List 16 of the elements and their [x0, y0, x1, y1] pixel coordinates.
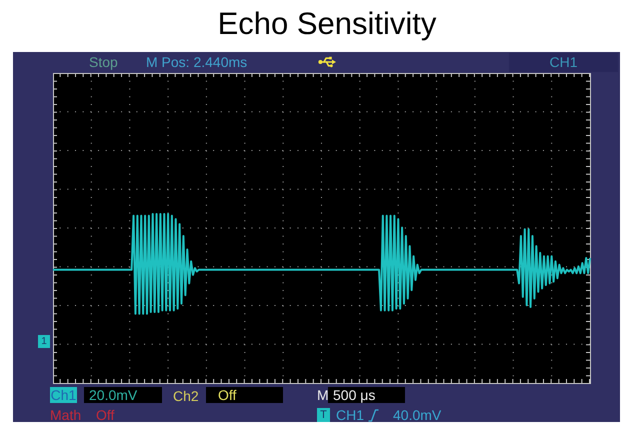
text: 500 μs: [328, 387, 405, 403]
text: Off: [206, 387, 283, 403]
text: CH1: [336, 407, 364, 423]
text: Stop: [89, 54, 118, 70]
text: CH1: [509, 53, 618, 72]
text: Off: [96, 407, 114, 423]
text: 1: [38, 335, 50, 348]
text: M Pos: 2.440ms: [146, 54, 248, 70]
text: Ch2: [173, 388, 199, 404]
text: 40.0mV: [393, 407, 442, 423]
text: M: [317, 387, 329, 403]
text: 20.0mV: [84, 387, 162, 403]
text: Math: [50, 407, 82, 423]
text: Ch1: [50, 387, 77, 403]
chart-title: Echo Sensitivity: [216, 6, 438, 42]
text: T: [317, 408, 330, 422]
